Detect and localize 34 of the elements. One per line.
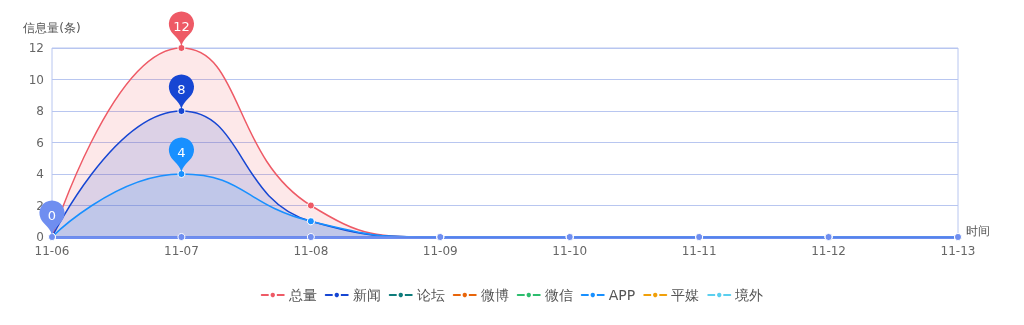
legend-label: APP bbox=[608, 287, 636, 303]
x-tick-label: 11-07 bbox=[163, 244, 199, 258]
point bbox=[177, 170, 186, 178]
legend-label: 新闻 bbox=[352, 287, 381, 303]
point bbox=[306, 201, 315, 210]
legend-label: 微信 bbox=[544, 287, 573, 303]
x-tick-label: 11-09 bbox=[422, 244, 458, 258]
data-label: 4 bbox=[177, 144, 186, 160]
point bbox=[177, 44, 186, 52]
x-tick-label: 11-10 bbox=[552, 244, 588, 258]
point bbox=[177, 233, 186, 241]
data-label: 8 bbox=[177, 81, 186, 97]
data-label: 12 bbox=[173, 18, 190, 34]
y-tick-label: 0 bbox=[36, 230, 44, 244]
y-tick-label: 4 bbox=[36, 167, 44, 181]
x-tick-label: 11-08 bbox=[293, 244, 329, 258]
point bbox=[177, 107, 186, 115]
legend-label: 总量 bbox=[287, 287, 317, 303]
x-tick-label: 11-06 bbox=[34, 244, 70, 258]
x-tick-label: 11-13 bbox=[940, 244, 976, 258]
y-tick-label: 8 bbox=[36, 104, 44, 118]
y-tick-label: 12 bbox=[28, 41, 44, 55]
legend-label: 境外 bbox=[734, 287, 764, 303]
legend-label: 论坛 bbox=[416, 287, 445, 303]
x-tick-label: 11-12 bbox=[811, 244, 847, 258]
x-axis-title: 时间 bbox=[966, 224, 990, 238]
y-tick-label: 6 bbox=[36, 135, 44, 150]
legend-label: 平媒 bbox=[671, 287, 700, 303]
y-axis-title: 信息量(条) bbox=[23, 21, 81, 35]
legend-label: 微博 bbox=[480, 287, 509, 303]
data-label: 0 bbox=[47, 207, 57, 223]
point bbox=[306, 233, 315, 241]
x-tick-label: 11-11 bbox=[681, 244, 717, 258]
y-tick-label: 10 bbox=[28, 72, 44, 87]
